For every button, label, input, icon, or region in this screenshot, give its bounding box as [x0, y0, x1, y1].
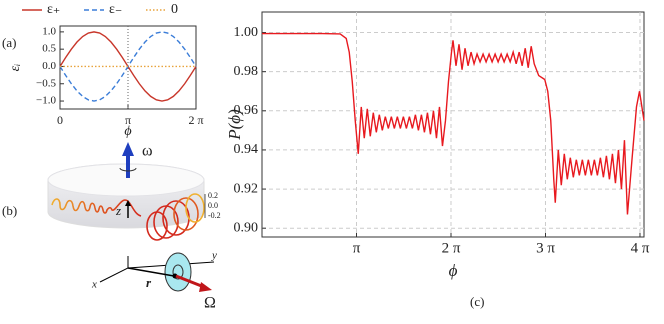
data-line — [59, 31, 197, 102]
x-tick-label: 2 π — [442, 240, 461, 256]
x-axis-label: ϕ — [124, 124, 131, 139]
panel-label: (b) — [2, 203, 17, 218]
x-axis-arrow — [99, 267, 129, 283]
helix — [51, 193, 205, 241]
y-tick-label: 0.92 — [234, 181, 259, 196]
illustration: ω z 0.2 0.0 -0.2 x y r Ω — [47, 142, 221, 312]
scale-label: 0.2 — [208, 191, 218, 200]
y-tick-label: 0.0 — [42, 60, 56, 72]
r-label: r — [146, 275, 152, 290]
scale-label: -0.2 — [208, 211, 221, 220]
x-tick-label: 2 π — [188, 113, 203, 127]
data-line — [262, 32, 645, 215]
r-vector — [127, 267, 175, 277]
y-tick-label: 0.90 — [234, 220, 259, 235]
panel-label: (a) — [2, 35, 16, 50]
omega-arrowhead — [122, 142, 134, 156]
y-tick-label: 1.0 — [42, 25, 56, 37]
disk-hub — [172, 264, 184, 280]
x-label: x — [91, 279, 97, 291]
Omega-arrow — [175, 274, 205, 289]
y-label: y — [211, 250, 217, 262]
y-tick-label: −0.5 — [36, 77, 56, 89]
Omega-arrowhead — [199, 282, 212, 292]
x-tick-label: π — [125, 113, 131, 127]
legend-label: 0 — [171, 2, 178, 17]
x-tick-label: 3 π — [536, 240, 555, 256]
y-tick-label: 0.98 — [234, 64, 259, 79]
x-tick-label: 4 π — [631, 240, 650, 256]
x-tick-label: π — [353, 240, 361, 256]
y-tick-label: −1.0 — [36, 95, 56, 107]
y-tick-label: 1.00 — [234, 25, 259, 40]
rotation-mark — [119, 167, 137, 172]
y-axis-label: P(ϕ) — [225, 109, 244, 141]
legend-label: ε₊ — [47, 2, 60, 17]
legend-label: ε₋ — [109, 2, 122, 17]
z-arrowhead — [125, 200, 131, 206]
y-axis-label: εᵢ — [8, 64, 23, 72]
scale-label: 0.0 — [208, 201, 218, 210]
Omega-label: Ω — [204, 295, 216, 312]
x-tick-label: 0 — [57, 113, 63, 127]
y-tick-label: 0.5 — [42, 43, 56, 55]
z-label: z — [115, 203, 121, 218]
disk — [164, 252, 192, 292]
y-tick-label: 0.94 — [234, 142, 259, 157]
omega-label: ω — [142, 143, 153, 160]
y-tick-label: 0.96 — [234, 103, 259, 118]
x-axis-label: ϕ — [449, 261, 458, 280]
panel-label: (c) — [470, 294, 484, 309]
plot-frame — [261, 11, 645, 238]
